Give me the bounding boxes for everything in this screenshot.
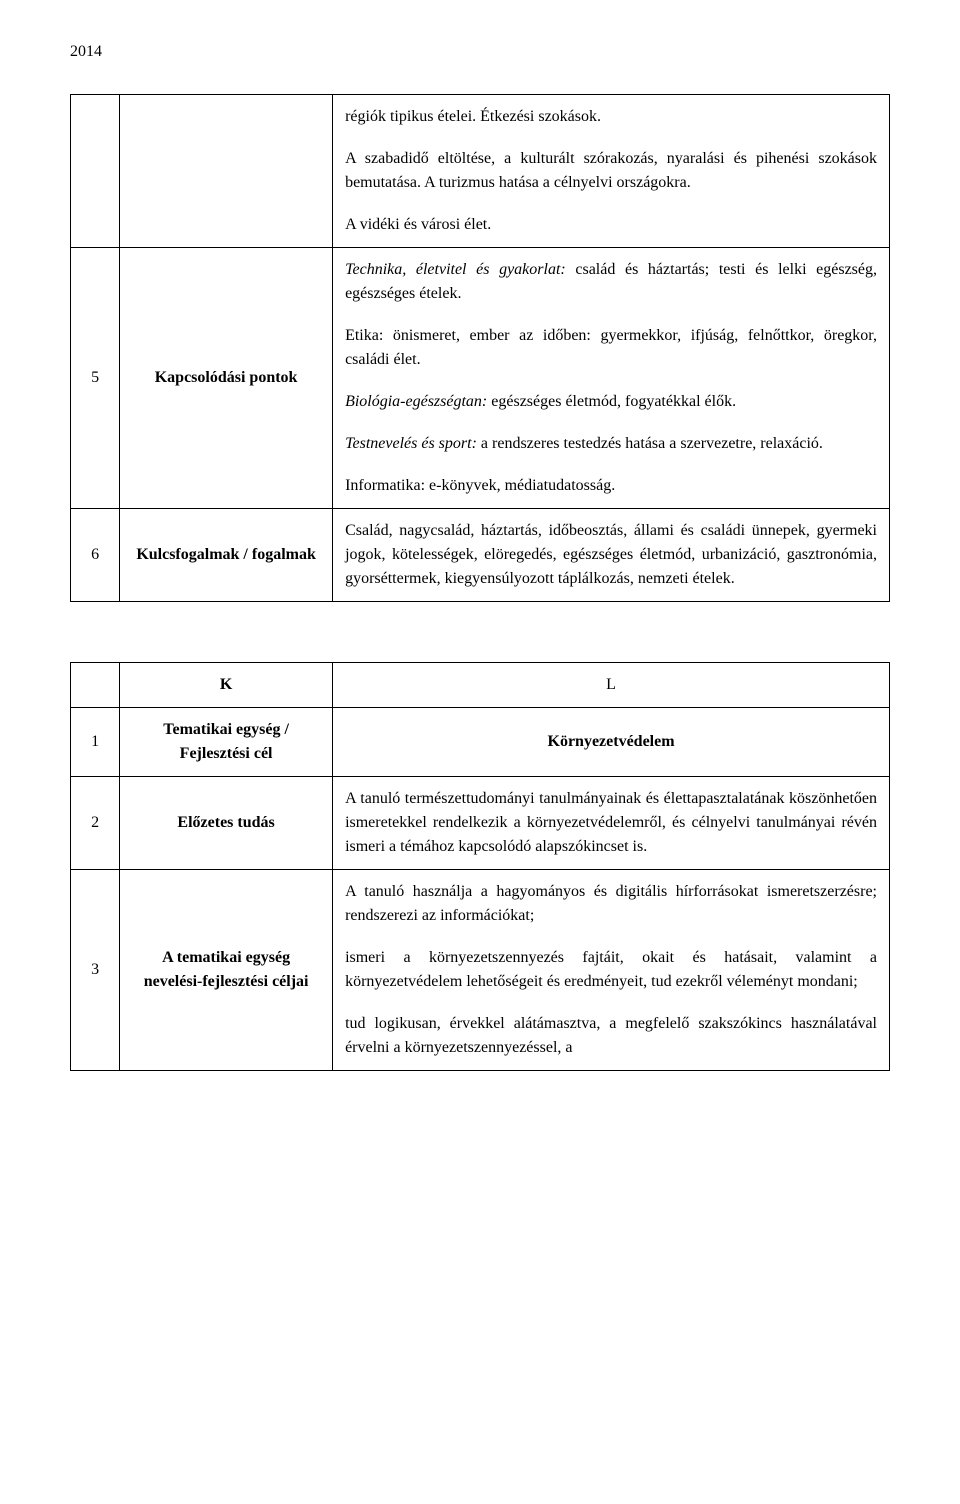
label-line: Tematikai egység / — [132, 718, 320, 742]
paragraph: A vidéki és városi élet. — [345, 213, 877, 237]
italic-prefix: Biológia-egészségtan: — [345, 393, 487, 410]
row-label-empty — [120, 95, 333, 248]
label-line: Fejlesztési cél — [132, 742, 320, 766]
page-year: 2014 — [70, 40, 890, 64]
paragraph: Biológia-egészségtan: egészséges életmód… — [345, 390, 877, 414]
table-row: régiók tipikus ételei. Étkezési szokások… — [71, 95, 890, 248]
table-row: 3 A tematikai egység nevelési-fejlesztés… — [71, 870, 890, 1071]
row-number: 5 — [71, 248, 120, 509]
paragraph: Testnevelés és sport: a rendszeres teste… — [345, 432, 877, 456]
main-table-2: K L 1 Tematikai egység / Fejlesztési cél… — [70, 662, 890, 1071]
header-cell-empty — [71, 663, 120, 708]
row-label: Tematikai egység / Fejlesztési cél — [120, 708, 333, 777]
table-row: 2 Előzetes tudás A tanuló természettudom… — [71, 777, 890, 870]
row-number: 6 — [71, 509, 120, 602]
paragraph: Technika, életvitel és gyakorlat: család… — [345, 258, 877, 306]
row-label: Kapcsolódási pontok — [120, 248, 333, 509]
paragraph: Etika: önismeret, ember az időben: gyerm… — [345, 324, 877, 372]
row-content: Technika, életvitel és gyakorlat: család… — [333, 248, 890, 509]
row-number: 1 — [71, 708, 120, 777]
text-rest: a rendszeres testedzés hatása a szerveze… — [477, 435, 823, 452]
paragraph: ismeri a környezetszennyezés fajtáit, ok… — [345, 946, 877, 994]
main-table-1: régiók tipikus ételei. Étkezési szokások… — [70, 94, 890, 602]
table-row: 6 Kulcsfogalmak / fogalmak Család, nagyc… — [71, 509, 890, 602]
paragraph: tud logikusan, érvekkel alátámasztva, a … — [345, 1012, 877, 1060]
row-label: Előzetes tudás — [120, 777, 333, 870]
table-row: 1 Tematikai egység / Fejlesztési cél Kör… — [71, 708, 890, 777]
table-row: 5 Kapcsolódási pontok Technika, életvite… — [71, 248, 890, 509]
row-label: A tematikai egység nevelési-fejlesztési … — [120, 870, 333, 1071]
row-content: A tanuló használja a hagyományos és digi… — [333, 870, 890, 1071]
row-number: 3 — [71, 870, 120, 1071]
row-content: Család, nagycsalád, háztartás, időbeoszt… — [333, 509, 890, 602]
table-gap — [70, 602, 890, 662]
header-cell-l: L — [333, 663, 890, 708]
italic-prefix: Technika, életvitel és gyakorlat: — [345, 261, 566, 278]
paragraph: Informatika: e-könyvek, médiatudatosság. — [345, 474, 877, 498]
row-label: Kulcsfogalmak / fogalmak — [120, 509, 333, 602]
row-content-title: Környezetvédelem — [333, 708, 890, 777]
text-rest: egészséges életmód, fogyatékkal élők. — [487, 393, 736, 410]
row-number: 2 — [71, 777, 120, 870]
paragraph: A tanuló használja a hagyományos és digi… — [345, 880, 877, 928]
header-cell-k: K — [120, 663, 333, 708]
row-content: régiók tipikus ételei. Étkezési szokások… — [333, 95, 890, 248]
paragraph: A szabadidő eltöltése, a kulturált szóra… — [345, 147, 877, 195]
row-number-empty — [71, 95, 120, 248]
italic-prefix: Testnevelés és sport: — [345, 435, 477, 452]
row-content: A tanuló természettudományi tanulmányain… — [333, 777, 890, 870]
paragraph: régiók tipikus ételei. Étkezési szokások… — [345, 105, 877, 129]
table-header-row: K L — [71, 663, 890, 708]
